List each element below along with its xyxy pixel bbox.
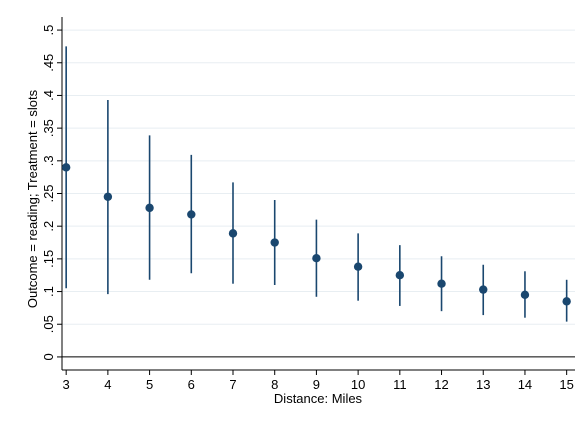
grid-lines: [62, 29, 575, 325]
x-axis-title: Distance: Miles: [274, 391, 363, 406]
axes: [57, 17, 575, 375]
y-tick-label-4: .2: [41, 221, 56, 232]
y-tick-label-6: .3: [41, 155, 56, 166]
x-tick-label-10: 13: [476, 377, 490, 392]
x-tick-label-8: 11: [393, 377, 407, 392]
x-tick-label-0: 3: [63, 377, 70, 392]
y-tick-label-7: .35: [41, 119, 56, 137]
y-tick-label-2: .1: [41, 286, 56, 297]
y-tick-label-3: .15: [41, 250, 56, 268]
estimate-point-15: [562, 297, 571, 306]
x-tick-label-7: 10: [351, 377, 365, 392]
estimate-point-8: [270, 238, 279, 247]
estimate-point-14: [520, 290, 530, 300]
x-tick-label-3: 6: [188, 377, 195, 392]
estimate-point-3: [61, 163, 71, 172]
y-tick-label-8: .4: [41, 90, 56, 101]
x-tick-label-9: 12: [434, 377, 448, 392]
tick-labels: 0 .05 .1 .15 .2 .25 .3 .35 .4 .45 .5 3 4 5 6 7 8 9 10 11 12 1…: [41, 25, 574, 392]
x-tick-label-2: 5: [146, 377, 153, 392]
estimate-point-7: [228, 229, 238, 238]
y-tick-label-0: 0: [41, 353, 56, 360]
y-tick-label-1: .05: [41, 315, 56, 333]
y-axis-title: Outcome = reading; Treatment = slots: [25, 89, 40, 308]
x-tick-label-6: 9: [313, 377, 320, 392]
estimate-point-13: [479, 285, 488, 294]
x-tick-label-11: 14: [518, 377, 532, 392]
estimate-point-10: [353, 262, 363, 271]
estimate-point-11: [395, 271, 405, 280]
x-tick-label-12: 15: [559, 377, 573, 392]
point-estimates: [61, 163, 571, 306]
x-tick-label-5: 8: [271, 377, 278, 392]
y-tick-label-9: .45: [41, 54, 56, 72]
estimate-point-6: [187, 210, 196, 219]
y-tick-label-5: .25: [41, 184, 56, 202]
estimate-point-9: [312, 254, 321, 263]
y-tick-label-10: .5: [41, 25, 56, 36]
x-tick-label-4: 7: [229, 377, 236, 392]
estimate-point-4: [103, 192, 113, 201]
estimate-point-5: [145, 203, 154, 213]
estimate-point-12: [437, 279, 446, 288]
x-tick-label-1: 4: [104, 377, 111, 392]
